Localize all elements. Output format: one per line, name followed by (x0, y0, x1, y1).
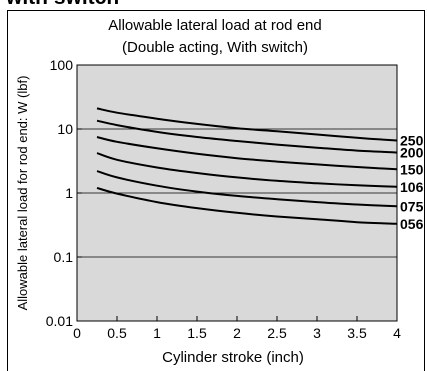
series-label-200: 200 (400, 144, 424, 160)
y-axis-label: Allowable lateral load for rod end: W (l… (15, 76, 30, 311)
series-line-075 (96, 170, 398, 208)
x-tick-label: 2 (233, 325, 241, 341)
chart-subtitle: (Double acting, With switch) (122, 39, 308, 56)
x-tick-label: 4 (393, 325, 401, 341)
y-axis-ticks: 0.01 0.1 1 10 100 (46, 57, 82, 329)
chart-frame (7, 10, 425, 371)
series-label-056: 056 (400, 216, 424, 232)
series-label-250: 250 (400, 133, 424, 149)
x-axis-label: Cylinder stroke (inch) (162, 349, 304, 366)
x-tick-label: 1.5 (187, 325, 207, 341)
x-tick-label: 2.5 (267, 325, 287, 341)
y-tick-label: 10 (57, 121, 73, 137)
section-header-fragment: with switch (6, 0, 119, 10)
series-label-075: 075 (400, 198, 424, 214)
chart-title: Allowable lateral load at rod end (108, 17, 321, 34)
y-tick-label: 100 (50, 57, 74, 73)
series-line-250 (96, 107, 398, 142)
x-tick-label: 3 (313, 325, 321, 341)
series-label-106: 106 (400, 179, 424, 195)
x-tick-label: 1 (153, 325, 161, 341)
y-tick-label: 1 (65, 185, 73, 201)
y-tick-label: 0.01 (46, 313, 73, 329)
x-tick-label: 3.5 (347, 325, 367, 341)
x-tick-label: 0.5 (107, 325, 127, 341)
y-tick-label: 0.1 (54, 249, 74, 265)
x-tick-label: 0 (73, 325, 81, 341)
series-line-106 (96, 152, 398, 188)
series-line-056 (96, 186, 398, 225)
x-axis-ticks: 0 0.5 1 1.5 2 2.5 3 3.5 4 (73, 316, 401, 341)
series-lines (96, 107, 398, 225)
series-line-200 (96, 119, 398, 154)
series-line-150 (96, 136, 398, 171)
series-label-150: 150 (400, 161, 424, 177)
